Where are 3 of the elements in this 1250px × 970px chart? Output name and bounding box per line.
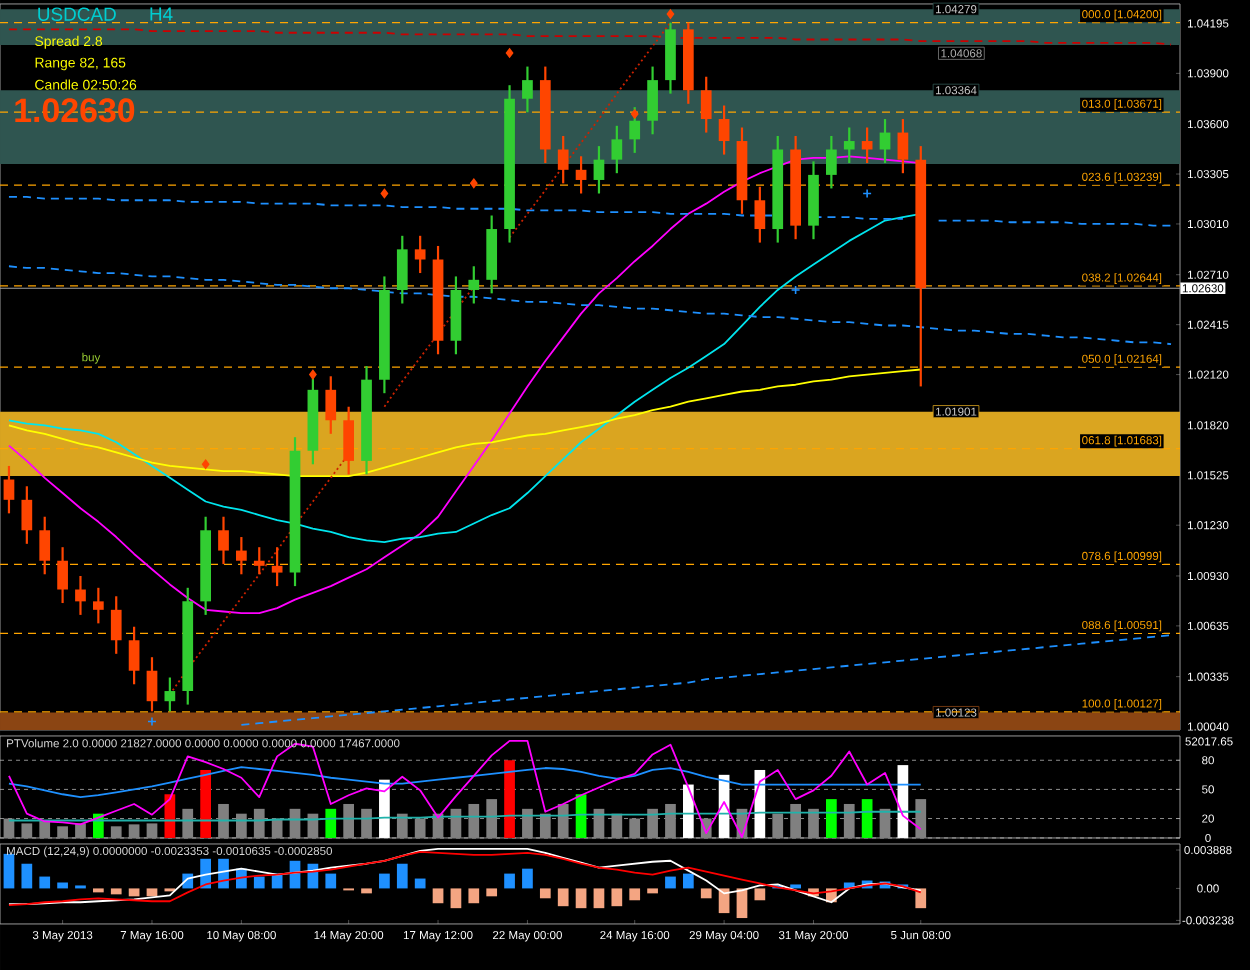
annotation: 1.02630 <box>15 98 135 123</box>
chart-subtitle: H4 <box>150 7 173 21</box>
chart-title: USDCAD <box>38 7 116 21</box>
